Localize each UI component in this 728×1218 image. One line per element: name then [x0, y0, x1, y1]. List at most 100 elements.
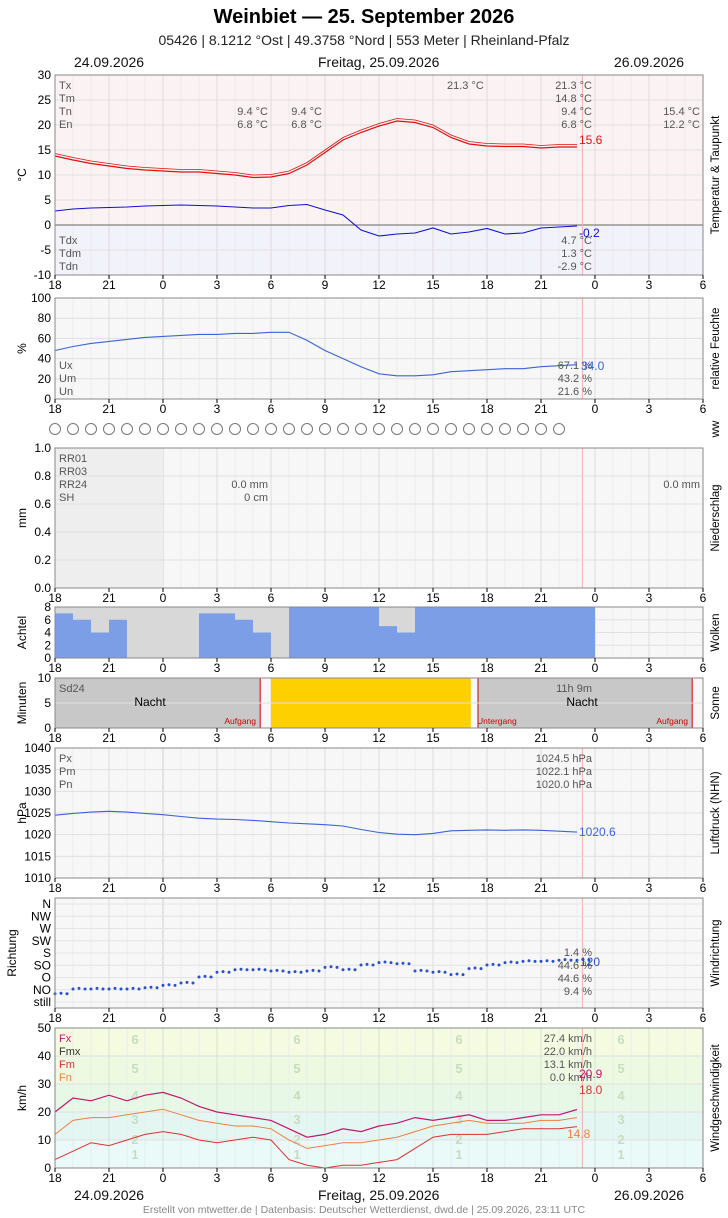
wind-direction-panel-x-tick-label: 18	[48, 1011, 62, 1025]
humidity-panel-last: 34.0	[581, 359, 605, 373]
wind-speed-panel-beaufort-label: 6	[617, 1032, 624, 1047]
humidity-panel-y-tick-label: 20	[38, 372, 52, 386]
ww-symbol	[445, 423, 457, 435]
wind-direction-point	[551, 959, 555, 963]
temperature-panel-x-tick-label: 3	[646, 278, 653, 292]
sunshine-panel-x-tick-label: 12	[372, 731, 386, 745]
wind-speed-panel-x-tick-label: 6	[268, 1171, 275, 1185]
wind-direction-point	[431, 970, 435, 974]
ww-symbol	[85, 423, 97, 435]
pressure-panel-x-tick-label: 0	[592, 881, 599, 895]
ww-symbol	[517, 423, 529, 435]
wind-speed-panel-last-fn: 14.8	[567, 1127, 591, 1141]
wind-direction-point	[455, 972, 459, 976]
sunshine-panel-sd24-value: 11h 9m	[556, 683, 592, 695]
wind-direction-point	[143, 986, 147, 990]
temperature-panel-y-tick-label: 5	[44, 193, 51, 207]
temperature-panel-tm: 14.8 °C	[555, 93, 592, 105]
clouds-panel-right-label: Wolken	[710, 613, 722, 651]
wind-speed-panel-fmx: 22.0 km/h	[544, 1046, 592, 1058]
wind-direction-point	[65, 992, 69, 996]
humidity-panel-um: 43.2 %	[558, 373, 592, 385]
temperature-panel-y-label: °C	[15, 168, 29, 182]
sunshine-panel-x-tick-label: 18	[48, 731, 62, 745]
wind-speed-panel-beaufort-label: 4	[455, 1088, 463, 1103]
temperature-panel-y-tick-label: -10	[34, 268, 52, 282]
ww-symbol	[409, 423, 421, 435]
wind-direction-point	[461, 973, 465, 977]
wind-direction-point	[323, 965, 327, 969]
sunshine-panel-x-tick-label: 0	[592, 731, 599, 745]
sunshine-panel-sunset-label: Untergang	[477, 716, 517, 726]
wind-direction-point	[515, 961, 519, 965]
humidity-panel-ux: 67.1 %	[558, 360, 592, 372]
date-center-bottom: Freitag, 25.09.2026	[318, 1187, 440, 1203]
wind-speed-panel-fm: 13.1 km/h	[544, 1059, 592, 1071]
wind-speed-panel-x-tick-label: 3	[646, 1171, 653, 1185]
ww-symbol	[301, 423, 313, 435]
pressure-panel-y-tick-label: 1030	[24, 784, 51, 798]
humidity-panel-x-tick-label: 6	[268, 402, 275, 416]
cloud-bar	[109, 619, 127, 658]
wind-direction-panel-x-tick-label: 6	[268, 1011, 275, 1025]
temperature-panel-legend-Tx: Tx	[59, 80, 72, 92]
ww-panel-right-label: ww	[710, 420, 722, 438]
temperature-panel-x-tick-label: 18	[48, 278, 62, 292]
humidity-panel-y-tick-label: 60	[38, 331, 52, 345]
wind-direction-point	[227, 970, 231, 974]
ww-symbol	[319, 423, 331, 435]
sunshine-panel-x-tick-label: 6	[700, 731, 707, 745]
wind-speed-panel-last-fm: 18.0	[579, 1083, 603, 1097]
wind-direction-point	[257, 967, 261, 971]
date-left-bottom: 24.09.2026	[74, 1187, 145, 1203]
precipitation-panel-x-tick-label: 3	[646, 591, 653, 605]
humidity-panel-un: 21.6 %	[558, 386, 592, 398]
sunshine-panel-legend-sd24: Sd24	[59, 683, 85, 695]
temperature-panel-x-tick-label: 9	[322, 278, 329, 292]
precipitation-panel-x-tick-label: 21	[534, 591, 548, 605]
humidity-panel-legend-Ux: Ux	[59, 360, 73, 372]
wind-direction-panel-y-tick-label: O	[42, 971, 51, 985]
precipitation-panel-legend-RR03: RR03	[59, 466, 87, 478]
wind-direction-point	[359, 963, 363, 967]
temperature-panel-y-tick-label: 30	[38, 68, 52, 82]
wind-direction-panel-x-tick-label: 15	[426, 1011, 440, 1025]
wind-speed-panel-beaufort-label: 4	[131, 1088, 139, 1103]
wind-speed-panel-y-tick-label: 20	[38, 1105, 52, 1119]
wind-speed-panel-beaufort-label: 6	[131, 1032, 138, 1047]
temperature-panel-x-tick-label: 21	[102, 278, 116, 292]
temperature-panel-legend-Tm: Tm	[59, 93, 75, 105]
wind-direction-point	[545, 959, 549, 963]
ww-symbol	[103, 423, 115, 435]
pressure-panel-x-tick-label: 18	[48, 881, 62, 895]
wind-direction-point	[203, 974, 207, 978]
humidity-panel-x-tick-label: 3	[214, 402, 221, 416]
wind-direction-point	[485, 963, 489, 967]
temperature-line	[54, 120, 577, 179]
cloud-bar	[217, 613, 235, 658]
humidity-panel-x-tick-label: 9	[322, 402, 329, 416]
cloud-bar	[343, 607, 361, 658]
clouds-panel-y-tick-label: 4	[44, 626, 51, 640]
precipitation-panel-y-tick-label: 0.4	[34, 525, 51, 539]
wind-direction-point	[89, 987, 93, 991]
clouds-panel-x-tick-label: 21	[102, 661, 116, 675]
humidity-panel-y-tick-label: 0	[44, 392, 51, 406]
cloud-bar	[523, 607, 541, 658]
temperature-panel-tn-next: 15.4 °C	[663, 106, 700, 118]
sunshine-panel-x-tick-label: 9	[322, 731, 329, 745]
wind-direction-point	[317, 969, 321, 973]
wind-direction-point	[329, 965, 333, 969]
sunshine-panel-x-tick-label: 3	[214, 731, 221, 745]
sunshine-panel-night-label-2: Nacht	[566, 695, 598, 709]
wind-direction-point	[209, 975, 213, 979]
precipitation-panel-y-tick-label: 0.6	[34, 497, 51, 511]
pressure-panel-right-label: Luftdruck (NHN)	[710, 771, 722, 854]
wind-speed-panel-beaufort-label: 1	[293, 1147, 300, 1162]
cloud-bar	[289, 607, 307, 658]
pressure-panel-pm: 1022.1 hPa	[536, 766, 593, 778]
ww-symbol	[337, 423, 349, 435]
wind-direction-panel-y-tick-label: NO	[33, 983, 51, 997]
clouds-panel-x-tick-label: 0	[160, 661, 167, 675]
wind-direction-point	[389, 961, 393, 965]
